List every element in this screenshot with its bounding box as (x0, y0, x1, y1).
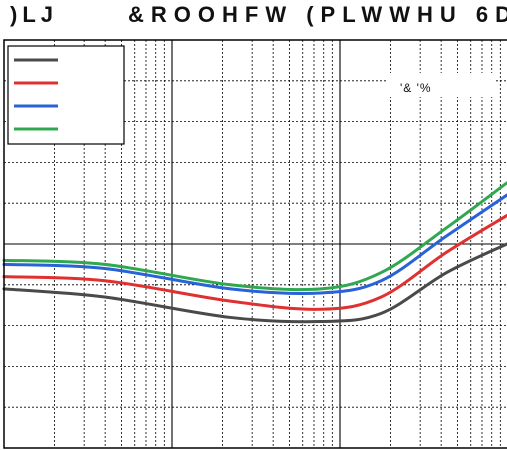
plot-frame (3, 39, 507, 449)
chart-title: &ROOHFW (PLWWHU 6D (128, 2, 507, 27)
annotation-label: '& '% (400, 81, 432, 95)
series-line-1 (2, 242, 507, 324)
series-line-2 (2, 213, 507, 311)
figure-label: )LJ (10, 2, 58, 27)
series-lines (2, 181, 507, 324)
annotation-box (388, 73, 496, 97)
series-line-4 (2, 181, 507, 292)
series-line-3 (2, 193, 507, 295)
legend (14, 58, 58, 131)
title-row: )LJ &ROOHFW (PLWWHU 6D (0, 0, 507, 32)
